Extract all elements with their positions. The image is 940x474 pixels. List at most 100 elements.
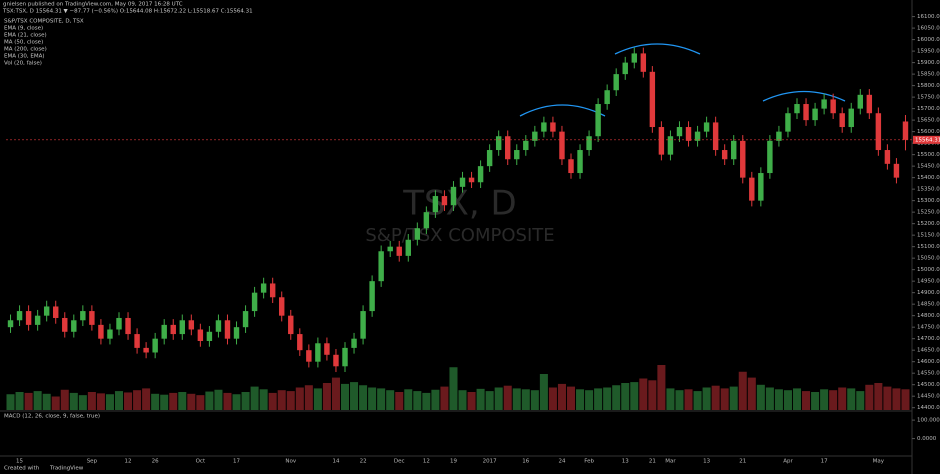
candle-body: [233, 327, 240, 339]
x-tick-label: 16: [522, 459, 529, 465]
x-tick-label: Dec: [394, 459, 405, 465]
volume-bar: [205, 391, 214, 410]
x-tick-label: 13: [703, 459, 710, 465]
y-tick-label: 14800.00: [917, 313, 940, 319]
y-tick-label: 15700.00: [917, 106, 940, 112]
indicator-label: MA (50, close): [4, 40, 43, 46]
candle-body: [631, 53, 637, 63]
pattern-arc: [614, 43, 701, 55]
volume-bar: [60, 389, 69, 410]
y-tick-label: 14850.00: [917, 302, 940, 308]
candle-body: [143, 347, 149, 353]
volume-bar: [24, 392, 33, 410]
candle-body: [758, 173, 764, 201]
candle-body: [685, 127, 692, 141]
candle-body: [505, 136, 511, 160]
volume-bar: [413, 391, 422, 410]
candle-body: [604, 90, 610, 105]
volume-bar: [277, 390, 286, 410]
candle-body: [179, 320, 185, 335]
y-tick-label: 14750.00: [917, 325, 940, 331]
volume-bar: [232, 394, 241, 410]
last-price-box: [913, 135, 940, 144]
volume-bar: [133, 390, 142, 410]
footer-text: Created with: [4, 466, 40, 472]
volume-bar: [648, 380, 657, 410]
volume-bar: [612, 385, 621, 410]
candle-body: [297, 334, 303, 351]
candle-body: [658, 127, 665, 155]
candle-body: [161, 324, 167, 339]
x-tick-label: 21: [649, 459, 656, 465]
indicator-label: EMA (9, close): [4, 26, 43, 32]
volume-bar: [883, 386, 892, 410]
publisher: gnielsen published on TradingView.com, M…: [3, 2, 183, 8]
volume-bar: [738, 371, 747, 410]
volume-bar: [603, 387, 612, 410]
volume-bar: [105, 394, 114, 410]
y-tick-label: 16000.00: [917, 37, 940, 43]
footer-brand: TradingView: [49, 466, 84, 472]
volume-bar: [395, 392, 404, 410]
volume-bar: [142, 388, 151, 410]
volume-bar: [295, 387, 304, 410]
candle-body: [378, 251, 384, 282]
candle-body: [857, 94, 863, 109]
x-tick-label: 26: [152, 459, 159, 465]
candle-body: [902, 121, 909, 140]
last-price-label: 15564.31: [915, 137, 940, 143]
volume-bar: [820, 389, 829, 410]
volume-bar: [485, 391, 494, 410]
volume-bar: [259, 389, 268, 410]
indicator-label: EMA (21, close): [4, 33, 47, 39]
candle-body: [884, 150, 891, 164]
volume-bar: [693, 391, 702, 410]
y-tick-label: 14950.00: [917, 279, 940, 285]
candle-body: [333, 354, 339, 367]
candle-body: [369, 281, 375, 312]
volume-bar: [440, 386, 449, 410]
candle-body: [34, 315, 41, 325]
volume-bar: [675, 390, 684, 410]
candle-body: [170, 324, 176, 335]
volume-bar: [286, 391, 295, 410]
candle-body: [577, 150, 583, 174]
volume-bar: [729, 386, 738, 410]
candle-body: [595, 104, 601, 137]
x-tick-label: 17: [233, 459, 240, 465]
candle-body: [866, 94, 873, 114]
x-tick-label: 15: [16, 459, 23, 465]
candle-body: [721, 150, 728, 160]
volume-bar: [33, 391, 42, 410]
candle-body: [812, 108, 818, 121]
x-tick-label: 12: [125, 459, 132, 465]
volume-bar: [404, 389, 413, 410]
volume-bar: [666, 388, 675, 410]
candle-body: [7, 320, 14, 328]
y-tick-label: 15750.00: [917, 95, 940, 101]
volume-bar: [422, 392, 431, 410]
candle-body: [405, 239, 411, 256]
volume-bar: [368, 387, 377, 410]
volume-bar: [829, 390, 838, 410]
candle-body: [703, 122, 710, 132]
x-tick-label: 22: [360, 459, 367, 465]
volume-bar: [359, 385, 368, 410]
macd-tick-label: 100.0000: [917, 418, 940, 424]
volume-bar: [449, 367, 458, 410]
volume-bar: [313, 388, 322, 410]
volume-bar: [630, 382, 639, 410]
volume-bar: [530, 390, 539, 410]
candle-body: [821, 99, 827, 109]
candle-body: [559, 131, 565, 160]
candle-body: [134, 334, 140, 348]
pattern-arc: [762, 90, 846, 102]
y-tick-label: 15950.00: [917, 49, 940, 55]
candle-body: [53, 306, 59, 318]
volume-bar: [42, 393, 51, 410]
candle-body: [206, 331, 213, 341]
candle-body: [893, 163, 900, 178]
candle-body: [43, 306, 50, 316]
volume-bar: [811, 392, 820, 410]
y-tick-label: 14650.00: [917, 348, 940, 354]
